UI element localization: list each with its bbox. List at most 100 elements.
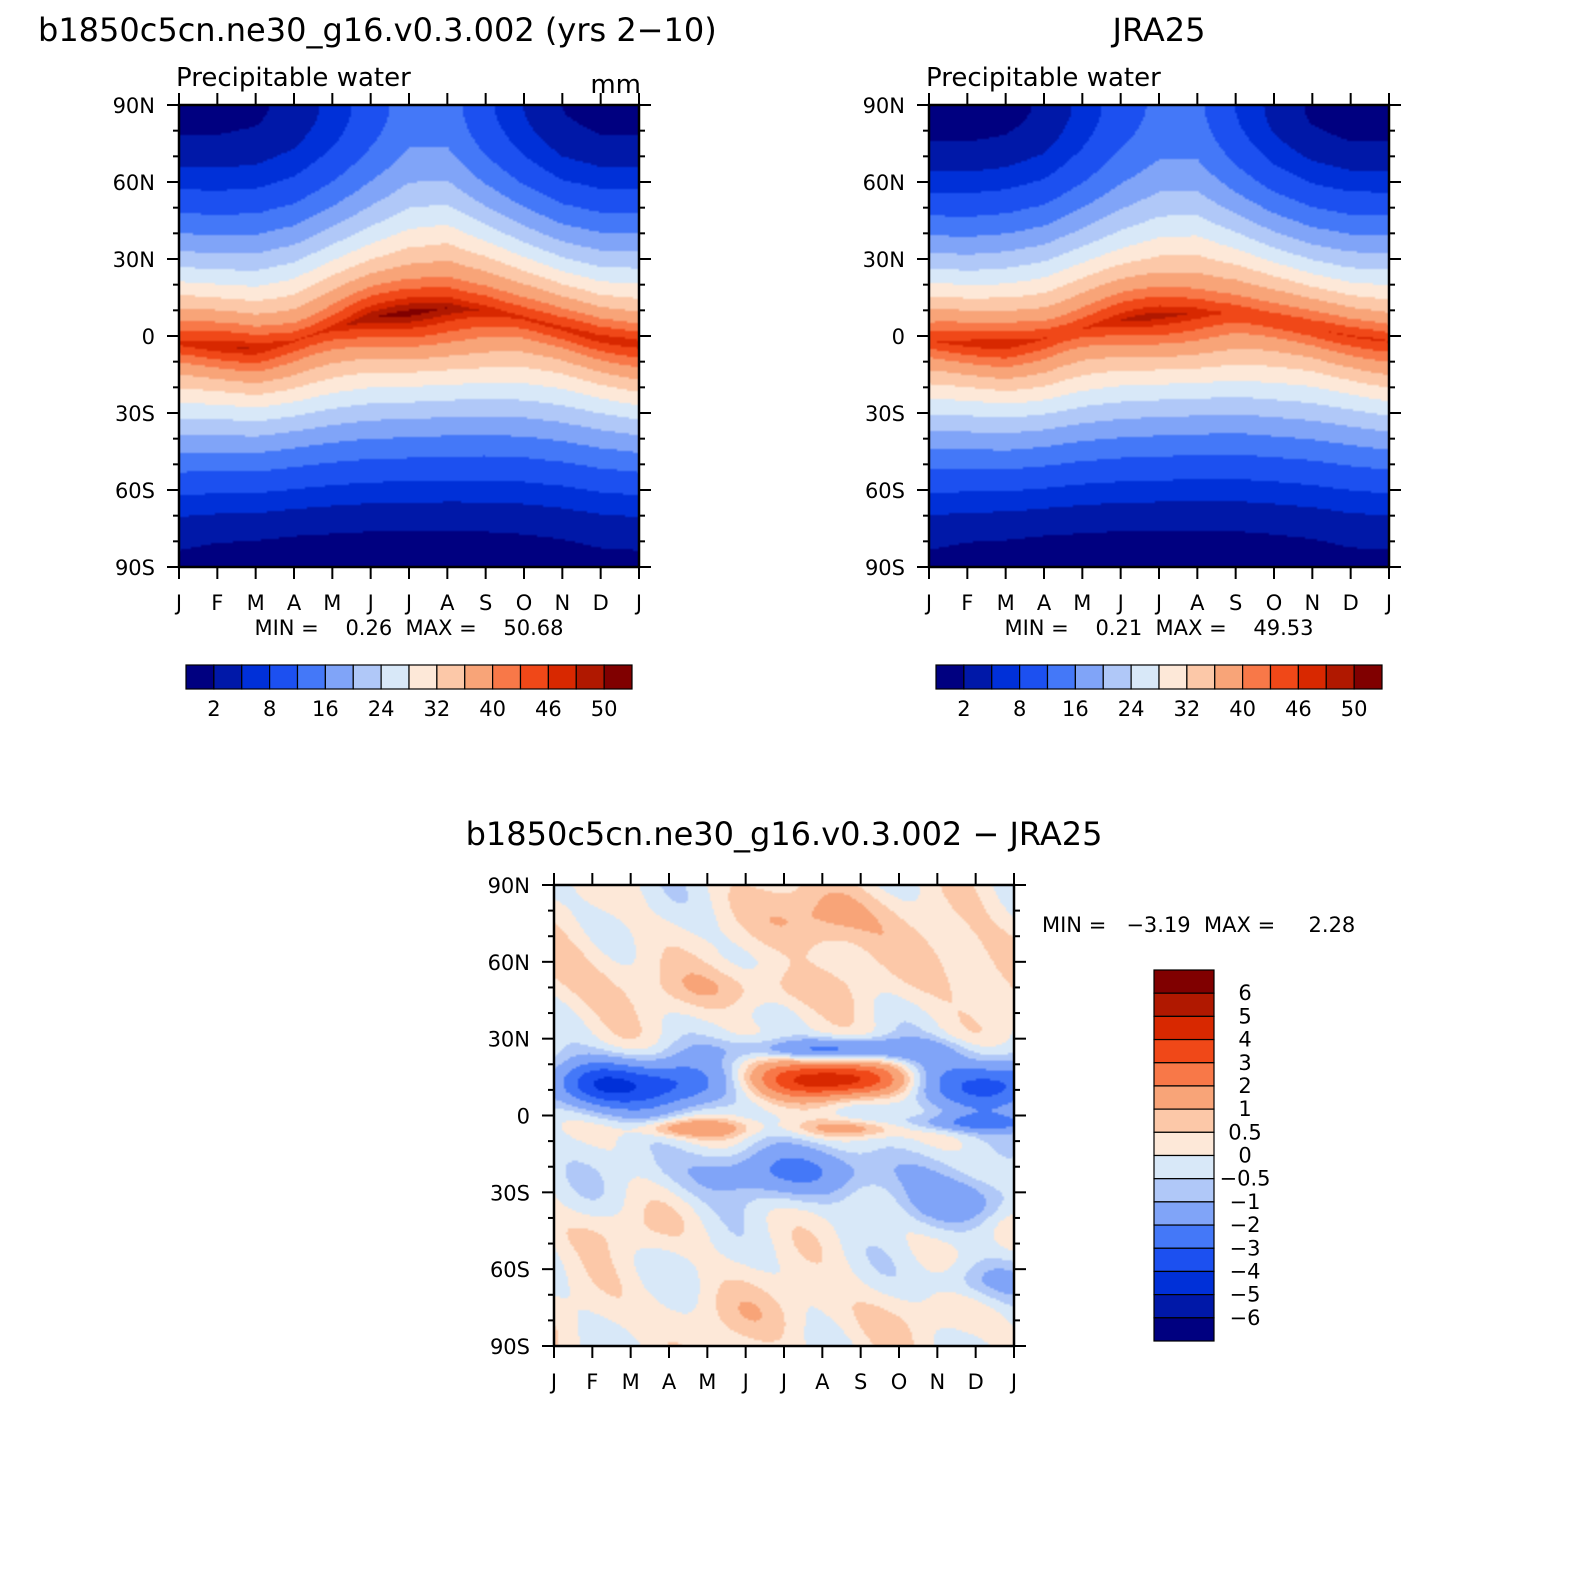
colorbar-label: 8 bbox=[1013, 697, 1026, 721]
x-tick-label: N bbox=[554, 591, 570, 615]
x-tick-label: M bbox=[247, 591, 265, 615]
y-tick-label: 30N bbox=[113, 248, 155, 272]
x-tick-label: J bbox=[924, 591, 932, 615]
colorbar-label: 46 bbox=[535, 697, 562, 721]
colorbar-swatch bbox=[296, 664, 326, 690]
colorbar-swatch bbox=[436, 664, 466, 690]
obs-colorbar: 2 8 16 24 32 40 46 50 bbox=[935, 664, 1383, 721]
x-tick-label: J bbox=[634, 591, 642, 615]
colorbar-swatch bbox=[519, 664, 549, 690]
colorbar-label: −1 bbox=[1230, 1190, 1261, 1214]
colorbar-swatch bbox=[1153, 1178, 1215, 1203]
colorbar-swatch bbox=[241, 664, 271, 690]
colorbar-label: 2 bbox=[207, 697, 220, 721]
colorbar-swatch bbox=[1153, 969, 1215, 994]
x-tick-label: N bbox=[929, 1370, 945, 1394]
x-tick-label: M bbox=[323, 591, 341, 615]
colorbar-swatch bbox=[963, 664, 993, 690]
colorbar-swatch bbox=[269, 664, 299, 690]
colorbar-swatch bbox=[1019, 664, 1049, 690]
y-tick-label: 30N bbox=[863, 248, 905, 272]
colorbar-swatch bbox=[1153, 1015, 1215, 1041]
colorbar-label: 24 bbox=[368, 697, 395, 721]
obs-title: JRA25 bbox=[1111, 11, 1206, 49]
colorbar-swatch bbox=[408, 664, 438, 690]
colorbar-swatch bbox=[1153, 1038, 1215, 1064]
colorbar-swatch bbox=[492, 664, 522, 690]
colorbar-label: 24 bbox=[1118, 697, 1145, 721]
x-tick-label: O bbox=[891, 1370, 908, 1394]
x-tick-label: S bbox=[854, 1370, 867, 1394]
x-tick-label: J bbox=[404, 591, 412, 615]
y-tick-label: 30S bbox=[115, 402, 155, 426]
colorbar-swatch bbox=[1046, 664, 1076, 690]
x-tick-label: D bbox=[593, 591, 609, 615]
colorbar-swatch bbox=[324, 664, 354, 690]
colorbar-label: 16 bbox=[312, 697, 339, 721]
x-tick-label: F bbox=[586, 1370, 598, 1394]
colorbar-label: −4 bbox=[1230, 1259, 1261, 1283]
colorbar-swatch bbox=[1153, 1247, 1215, 1273]
colorbar-swatch bbox=[1186, 664, 1216, 690]
colorbar-swatch bbox=[1102, 664, 1132, 690]
colorbar-label: −5 bbox=[1230, 1283, 1261, 1307]
y-tick-label: 90N bbox=[488, 874, 530, 898]
colorbar-label: −2 bbox=[1230, 1213, 1261, 1237]
colorbar-swatch bbox=[547, 664, 577, 690]
x-tick-label: J bbox=[1154, 591, 1162, 615]
colorbar-label: 0 bbox=[1238, 1144, 1251, 1168]
x-tick-label: J bbox=[741, 1370, 749, 1394]
colorbar-label: −3 bbox=[1230, 1236, 1261, 1260]
obs-contour-image bbox=[929, 105, 1389, 567]
x-tick-label: F bbox=[961, 591, 973, 615]
colorbar-label: 5 bbox=[1238, 1004, 1251, 1028]
colorbar-swatch bbox=[1153, 1294, 1215, 1319]
x-tick-label: J bbox=[174, 591, 182, 615]
colorbar-swatch bbox=[1325, 664, 1355, 690]
colorbar-label: 46 bbox=[1285, 697, 1312, 721]
y-tick-label: 60S bbox=[115, 479, 155, 503]
colorbar-swatch bbox=[380, 664, 410, 690]
y-tick-label: 60N bbox=[113, 171, 155, 195]
colorbar-label: −6 bbox=[1230, 1306, 1261, 1330]
y-tick-label: 60N bbox=[488, 951, 530, 975]
x-tick-label: S bbox=[479, 591, 492, 615]
colorbar-swatch bbox=[1297, 664, 1327, 690]
colorbar-swatch bbox=[1269, 664, 1299, 690]
y-tick-label: 60S bbox=[865, 479, 905, 503]
model-title: b1850c5cn.ne30_g16.v0.3.002 (yrs 2−10) bbox=[38, 11, 717, 49]
x-tick-label: F bbox=[211, 591, 223, 615]
colorbar-swatch bbox=[464, 664, 494, 690]
colorbar-swatch bbox=[935, 664, 965, 690]
y-tick-label: 60N bbox=[863, 171, 905, 195]
panel-obs: JRA25 Precipitable water J F M A M J J A S O N D J90… bbox=[863, 11, 1401, 721]
colorbar-label: 32 bbox=[424, 697, 451, 721]
x-tick-label: A bbox=[662, 1370, 677, 1394]
colorbar-label: 50 bbox=[1341, 697, 1368, 721]
colorbar-swatch bbox=[1153, 1085, 1215, 1110]
x-tick-label: A bbox=[815, 1370, 830, 1394]
y-tick-label: 90S bbox=[490, 1335, 530, 1359]
colorbar-swatch bbox=[352, 664, 382, 690]
panel-model: b1850c5cn.ne30_g16.v0.3.002 (yrs 2−10) P… bbox=[38, 11, 717, 721]
colorbar-label: 4 bbox=[1238, 1028, 1251, 1052]
x-tick-label: M bbox=[997, 591, 1015, 615]
x-tick-label: M bbox=[1073, 591, 1091, 615]
x-tick-label: A bbox=[287, 591, 302, 615]
model-subtitle: Precipitable water bbox=[176, 63, 411, 93]
y-tick-label: 90N bbox=[863, 94, 905, 118]
colorbar-label: 40 bbox=[479, 697, 506, 721]
x-tick-label: J bbox=[366, 591, 374, 615]
colorbar-label: 32 bbox=[1174, 697, 1201, 721]
x-tick-label: J bbox=[549, 1370, 557, 1394]
obs-contour-plot bbox=[929, 105, 1389, 567]
colorbar-label: 1 bbox=[1238, 1097, 1251, 1121]
colorbar-label: −0.5 bbox=[1220, 1167, 1271, 1191]
x-tick-label: D bbox=[968, 1370, 984, 1394]
colorbar-swatch bbox=[1158, 664, 1188, 690]
x-tick-label: O bbox=[1266, 591, 1283, 615]
